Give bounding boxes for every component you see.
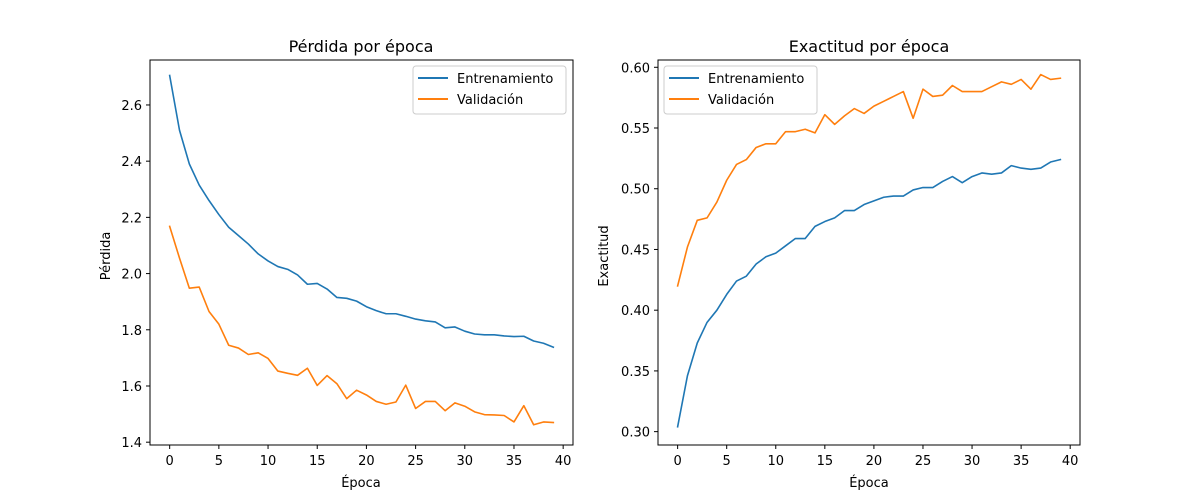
loss-chart-title: Pérdida por época xyxy=(289,37,434,56)
accuracy-y-tick-label: 0.30 xyxy=(621,426,650,441)
loss-lines xyxy=(168,74,555,426)
loss-x-tick-label: 10 xyxy=(260,454,277,469)
loss-axes-frame xyxy=(149,59,574,446)
accuracy-x-tick-label: 15 xyxy=(817,454,834,469)
loss-y-tick-label: 2.6 xyxy=(121,99,142,114)
accuracy-lines xyxy=(676,73,1062,428)
loss-y-tick-label: 1.4 xyxy=(121,436,142,451)
loss-y-tick-label: 2.4 xyxy=(121,155,142,170)
accuracy-y-tick-label: 0.55 xyxy=(621,122,650,137)
loss-chart-panel: Pérdida por época 0 5 10 15 20 25 30 35 40 1.4 1.6… xyxy=(99,37,574,491)
accuracy-y-tick-label: 0.60 xyxy=(621,61,650,76)
accuracy-chart-title: Exactitud por época xyxy=(789,37,950,56)
loss-series-line-validation xyxy=(168,225,555,426)
loss-series-line-training xyxy=(168,74,555,349)
accuracy-y-tick-label: 0.50 xyxy=(621,183,650,198)
loss-x-tick-label: 40 xyxy=(555,454,572,469)
accuracy-x-axis-label: Época xyxy=(849,475,889,491)
accuracy-x-tick-label: 25 xyxy=(915,454,932,469)
loss-x-tick-label: 20 xyxy=(358,454,375,469)
loss-y-tick-label: 2.2 xyxy=(121,211,142,226)
accuracy-plot-area: 0 5 10 15 20 25 30 35 40 0.30 0.35 0.40 0.45 0.50 0.55… xyxy=(621,59,1081,469)
accuracy-x-tick-label: 20 xyxy=(866,454,883,469)
accuracy-x-tick-label: 35 xyxy=(1013,454,1030,469)
loss-legend-label-training: Entrenamiento xyxy=(457,72,553,87)
accuracy-legend-label-validation: Validación xyxy=(708,93,774,108)
accuracy-x-tick-label: 40 xyxy=(1062,454,1079,469)
accuracy-axes-frame xyxy=(657,59,1081,446)
loss-plot-area: 0 5 10 15 20 25 30 35 40 1.4 1.6 1.8 2.0 2.2 2.4 2.6 xyxy=(121,59,574,469)
loss-ticks: 0 5 10 15 20 25 30 35 40 1.4 1.6 1.8 2.0 2.2 2.4 2.6 xyxy=(121,99,571,469)
accuracy-y-tick-label: 0.35 xyxy=(621,365,650,380)
loss-x-axis-label: Época xyxy=(341,475,381,491)
loss-y-axis-label: Pérdida xyxy=(99,232,114,281)
accuracy-legend-box xyxy=(663,65,818,115)
accuracy-y-tick-label: 0.40 xyxy=(621,304,650,319)
loss-x-tick-label: 0 xyxy=(166,454,174,469)
loss-x-tick-label: 15 xyxy=(309,454,326,469)
accuracy-x-tick-label: 30 xyxy=(964,454,981,469)
accuracy-y-axis-label: Exactitud xyxy=(597,225,612,286)
loss-x-tick-label: 5 xyxy=(215,454,223,469)
accuracy-legend: Entrenamiento Validación xyxy=(663,65,818,115)
loss-x-tick-label: 25 xyxy=(407,454,424,469)
loss-legend-label-validation: Validación xyxy=(457,93,523,108)
accuracy-x-tick-label: 0 xyxy=(673,454,681,469)
accuracy-legend-label-training: Entrenamiento xyxy=(708,72,804,87)
accuracy-ticks: 0 5 10 15 20 25 30 35 40 0.30 0.35 0.40 0.45 0.50 0.55… xyxy=(621,61,1078,469)
loss-y-tick-label: 2.0 xyxy=(121,268,142,283)
accuracy-chart-panel: Exactitud por época 0 5 10 15 20 25 30 35 40 0.30… xyxy=(597,37,1081,491)
accuracy-series-line-validation xyxy=(676,73,1062,287)
loss-y-tick-label: 1.8 xyxy=(121,324,142,339)
accuracy-x-tick-label: 5 xyxy=(723,454,731,469)
loss-legend-box xyxy=(412,65,567,115)
loss-x-tick-label: 35 xyxy=(506,454,523,469)
accuracy-series-line-training xyxy=(676,158,1062,428)
loss-legend: Entrenamiento Validación xyxy=(412,65,567,115)
accuracy-x-tick-label: 10 xyxy=(767,454,784,469)
accuracy-y-tick-label: 0.45 xyxy=(621,243,650,258)
loss-x-tick-label: 30 xyxy=(457,454,474,469)
loss-y-tick-label: 1.6 xyxy=(121,380,142,395)
